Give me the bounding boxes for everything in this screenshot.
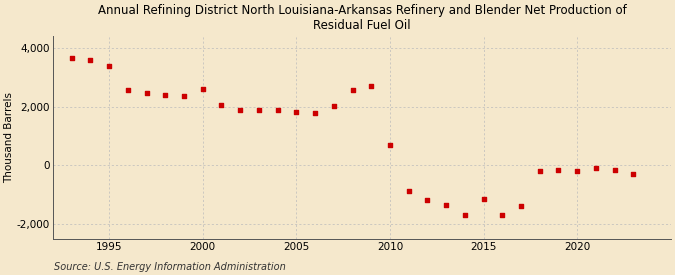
Point xyxy=(141,90,152,95)
Point xyxy=(385,143,396,148)
Point xyxy=(460,213,470,218)
Point xyxy=(197,87,208,91)
Point xyxy=(85,57,96,62)
Point xyxy=(610,168,620,172)
Point xyxy=(235,108,246,112)
Point xyxy=(104,64,115,68)
Point xyxy=(516,204,526,209)
Point xyxy=(254,108,265,113)
Point xyxy=(628,172,639,176)
Point xyxy=(291,110,302,115)
Text: Source: U.S. Energy Information Administration: Source: U.S. Energy Information Administ… xyxy=(54,262,286,272)
Point xyxy=(179,94,190,98)
Point xyxy=(272,108,283,113)
Point xyxy=(572,169,583,174)
Title: Annual Refining District North Louisiana-Arkansas Refinery and Blender Net Produ: Annual Refining District North Louisiana… xyxy=(97,4,626,32)
Point xyxy=(160,93,171,98)
Point xyxy=(422,197,433,202)
Point xyxy=(66,56,77,60)
Point xyxy=(591,166,601,170)
Y-axis label: Thousand Barrels: Thousand Barrels xyxy=(4,92,14,183)
Point xyxy=(497,213,508,218)
Point xyxy=(553,167,564,172)
Point xyxy=(122,88,133,93)
Point xyxy=(347,87,358,92)
Point xyxy=(403,189,414,193)
Point xyxy=(329,104,340,108)
Point xyxy=(535,169,545,174)
Point xyxy=(216,103,227,107)
Point xyxy=(310,111,321,115)
Point xyxy=(366,84,377,88)
Point xyxy=(478,197,489,201)
Point xyxy=(441,203,452,207)
